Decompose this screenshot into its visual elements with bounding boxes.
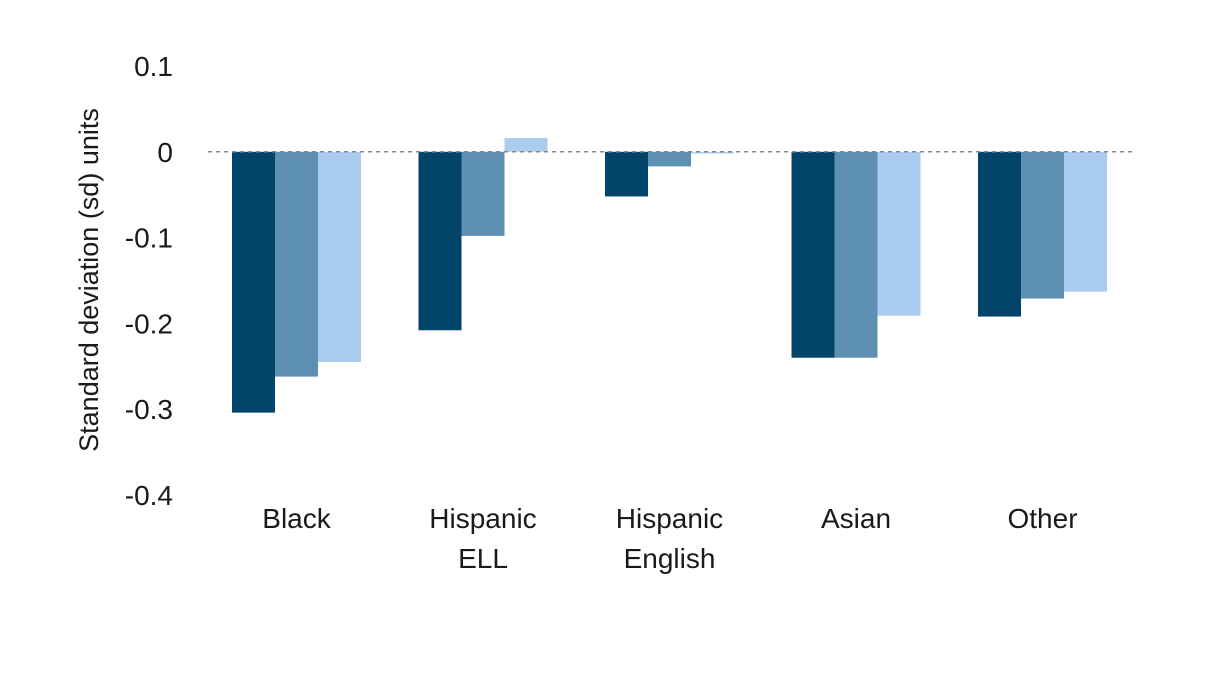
bar <box>318 151 361 363</box>
bar <box>834 151 878 358</box>
x-category-label-line: Hispanic <box>616 503 723 534</box>
x-category-label-line: Hispanic <box>429 503 536 534</box>
bar <box>791 151 835 358</box>
y-axis-ticks: 0.1 0 -0.1 -0.2 -0.3 -0.4 <box>125 51 173 511</box>
y-tick-label: 0 <box>157 137 173 168</box>
x-category-label: Black <box>262 503 331 534</box>
y-axis-title: Standard deviation (sd) units <box>74 108 104 452</box>
bar <box>275 151 318 377</box>
bar <box>691 151 734 154</box>
x-category-label-line: Black <box>262 503 331 534</box>
bar <box>461 151 505 236</box>
bar <box>1064 151 1107 292</box>
bar <box>1021 151 1064 299</box>
bar <box>978 151 1021 317</box>
x-category-label-line: Other <box>1007 503 1077 534</box>
y-tick-label: 0.1 <box>134 51 173 82</box>
x-category-label: Hispanic ELL <box>429 503 536 574</box>
x-axis-labels: Black Hispanic ELL Hispanic English Asian Othe… <box>262 503 1077 574</box>
bar <box>504 138 548 152</box>
y-tick-label: -0.3 <box>125 394 173 425</box>
x-category-label-line: ELL <box>458 543 508 574</box>
bar <box>877 151 921 316</box>
bar <box>418 151 462 331</box>
bars <box>232 138 1107 413</box>
bar <box>648 151 691 167</box>
x-category-label: Hispanic English <box>616 503 723 574</box>
bar <box>232 151 275 413</box>
x-category-label-line: Asian <box>821 503 891 534</box>
x-category-label: Asian <box>821 503 891 534</box>
y-tick-label: -0.1 <box>125 223 173 254</box>
bar <box>605 151 648 197</box>
y-tick-label: -0.4 <box>125 480 173 511</box>
x-category-label-line: English <box>624 543 716 574</box>
y-tick-label: -0.2 <box>125 308 173 339</box>
x-category-label: Other <box>1007 503 1077 534</box>
